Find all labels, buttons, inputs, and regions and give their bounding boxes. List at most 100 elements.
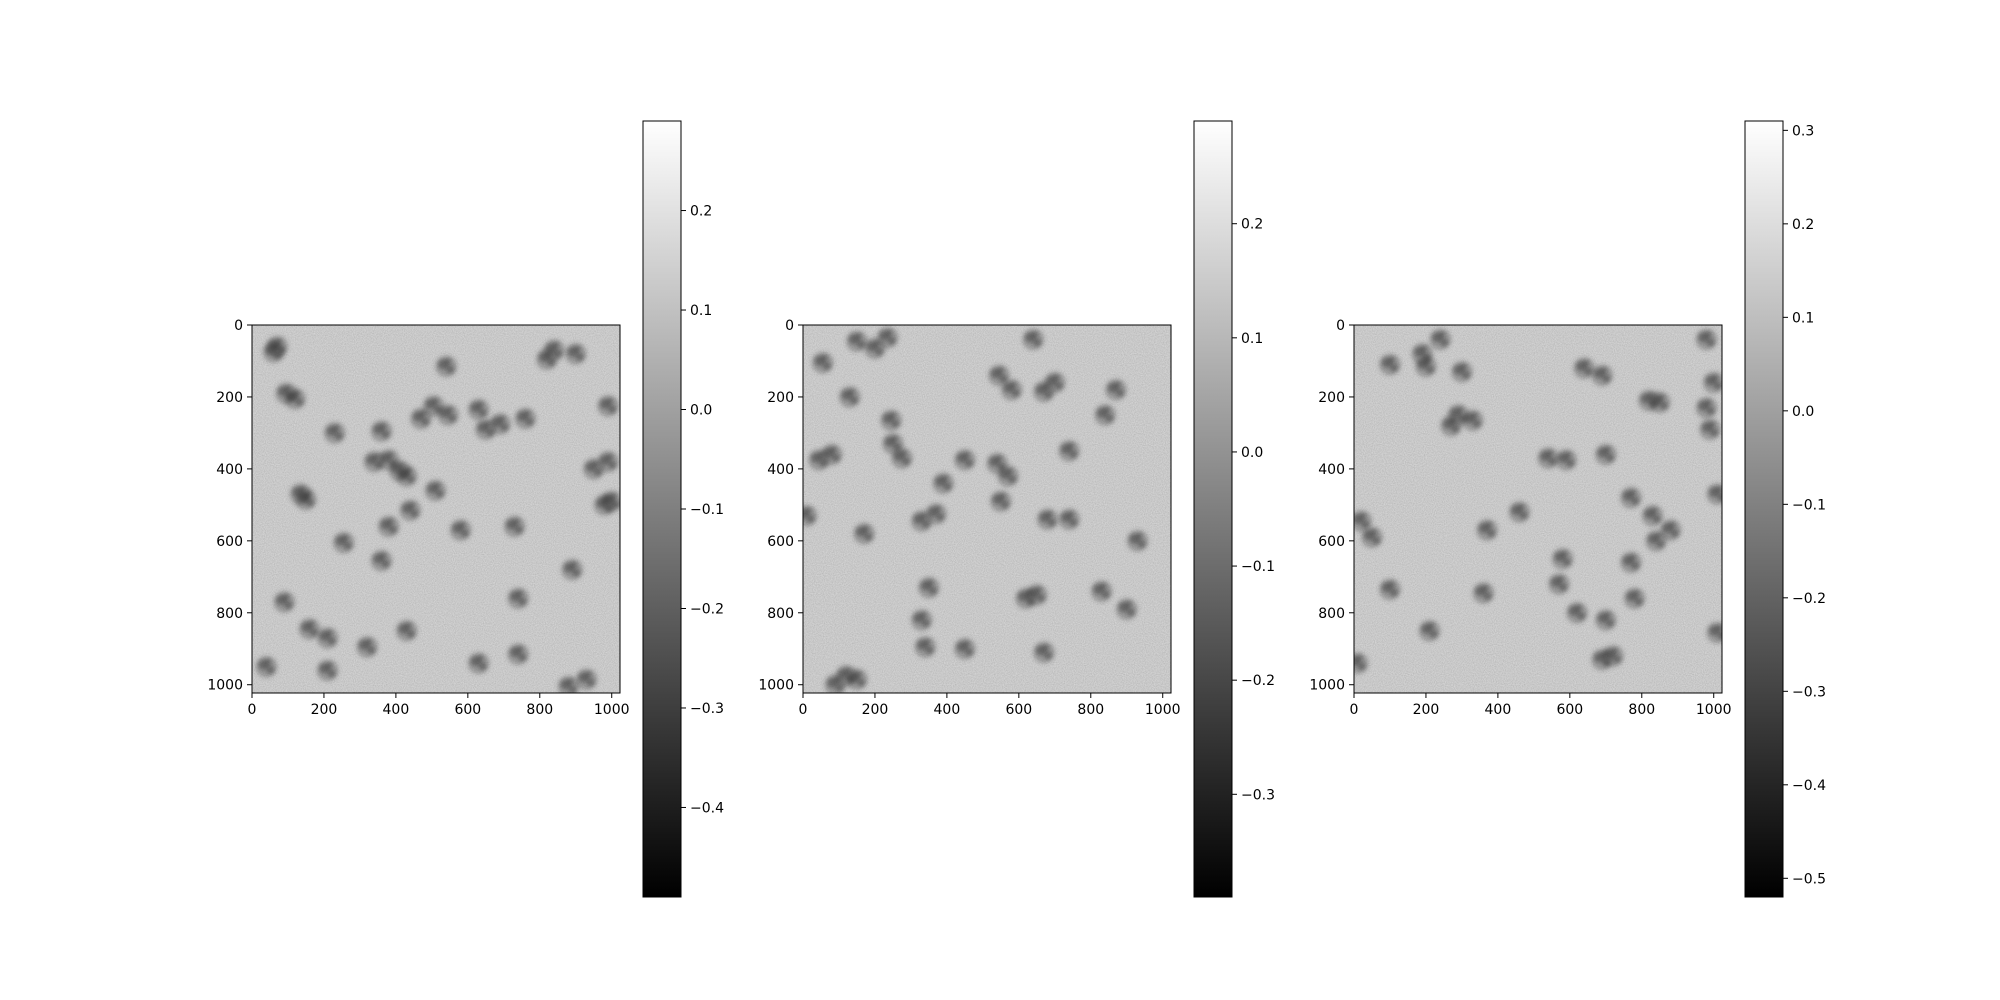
colorbar-tick-label: 0.1 (1241, 331, 1263, 347)
particle (1418, 619, 1441, 642)
particle (370, 420, 393, 443)
particle (356, 635, 379, 658)
image-noise (1354, 325, 1722, 693)
colorbar-1: −0.4 −0.3 −0.2 −0.1 0.0 0.1 0.2 (642, 120, 724, 898)
particle (1641, 504, 1664, 527)
particle (262, 340, 285, 363)
particle (395, 619, 418, 642)
particle (824, 673, 847, 693)
x-tick-label: 800 (1628, 702, 1655, 718)
y-tick-label: 1000 (207, 678, 243, 694)
particle (298, 617, 321, 640)
particle (1566, 601, 1589, 624)
panel-3: 0 200 400 600 800 1000 0 200 400 600 800 1000 −0.5… (1309, 120, 1826, 898)
particle (399, 499, 422, 522)
image-2 (803, 325, 1171, 693)
particle (838, 385, 861, 408)
colorbar-tick-label: −0.1 (1792, 497, 1826, 513)
x-tick-label: 800 (526, 702, 553, 718)
particle (597, 394, 620, 417)
image-3-frame (1353, 324, 1723, 694)
particle (316, 659, 339, 682)
particle (1508, 501, 1531, 524)
x-tick-label: 0 (248, 702, 257, 718)
particle (424, 479, 447, 502)
colorbar-tick-label: −0.1 (690, 502, 724, 518)
colorbar-gradient (1194, 121, 1232, 897)
particle (1706, 483, 1722, 506)
particle (845, 330, 868, 353)
particle (1659, 519, 1682, 542)
colorbar-gradient (1745, 121, 1783, 897)
particle (890, 447, 913, 470)
particle (808, 448, 831, 471)
particle (377, 515, 400, 538)
particle (332, 531, 355, 554)
x-tick-label: 400 (1485, 702, 1512, 718)
particle (564, 342, 587, 365)
particle (489, 412, 512, 435)
particle (1033, 380, 1056, 403)
image-2-x-axis: 0 200 400 600 800 1000 (799, 693, 1181, 718)
particle (953, 637, 976, 660)
particle (1623, 587, 1646, 610)
colorbar-frame (1193, 120, 1233, 898)
image-1-x-axis: 0 200 400 600 800 1000 (248, 693, 630, 718)
particle (1476, 519, 1499, 542)
x-tick-label: 600 (1556, 702, 1583, 718)
particle (273, 590, 296, 613)
panel-1: 0 200 400 600 800 1000 0 200 400 600 800 1000 −0.4… (207, 120, 724, 898)
particle (543, 339, 566, 362)
particle (811, 351, 834, 374)
particle (1695, 328, 1718, 351)
image-3-y-axis: 0 200 400 600 800 1000 (1309, 318, 1354, 694)
x-tick-label: 400 (934, 702, 961, 718)
x-tick-label: 0 (1350, 702, 1359, 718)
particle (1555, 448, 1578, 471)
particle (395, 465, 418, 488)
particle (1058, 439, 1081, 462)
colorbar-tick-label: −0.2 (690, 601, 724, 617)
colorbar-tick-label: −0.4 (1792, 778, 1826, 794)
x-tick-label: 800 (1077, 702, 1104, 718)
particle (997, 465, 1020, 488)
x-tick-label: 200 (311, 702, 338, 718)
colorbar-tick-label: −0.3 (690, 701, 724, 717)
particle (1126, 529, 1149, 552)
colorbar-frame (1744, 120, 1784, 898)
particle (467, 652, 490, 675)
y-tick-label: 400 (767, 462, 794, 478)
colorbar-tick-label: 0.2 (1792, 217, 1814, 233)
x-tick-label: 1000 (1696, 702, 1732, 718)
x-tick-label: 600 (1005, 702, 1032, 718)
x-tick-label: 1000 (1145, 702, 1181, 718)
particle (1551, 547, 1574, 570)
particle (370, 549, 393, 572)
particle (503, 515, 526, 538)
y-tick-label: 1000 (1309, 678, 1345, 694)
particle (363, 450, 386, 473)
colorbar-tick-label: −0.4 (690, 800, 724, 816)
particle (1706, 621, 1722, 644)
colorbar-tick-label: 0.1 (1792, 310, 1814, 326)
panel-2: 0 200 400 600 800 1000 0 200 400 600 800 1000 −0.3… (758, 120, 1275, 898)
particle (575, 668, 598, 691)
y-tick-label: 800 (767, 606, 794, 622)
particle (437, 403, 460, 426)
particle (1036, 508, 1059, 531)
y-tick-label: 400 (216, 462, 243, 478)
particle (910, 608, 933, 631)
x-tick-label: 200 (862, 702, 889, 718)
x-tick-label: 0 (799, 702, 808, 718)
particle (1594, 608, 1617, 631)
image-1-frame (251, 324, 621, 694)
particle (1360, 526, 1383, 549)
particle (323, 421, 346, 444)
image-3-x-axis: 0 200 400 600 800 1000 (1350, 693, 1732, 718)
particle (1461, 409, 1484, 432)
particle (1354, 510, 1373, 533)
colorbar-tick-label: 0.1 (690, 303, 712, 319)
particle (914, 635, 937, 658)
particle (989, 490, 1012, 513)
